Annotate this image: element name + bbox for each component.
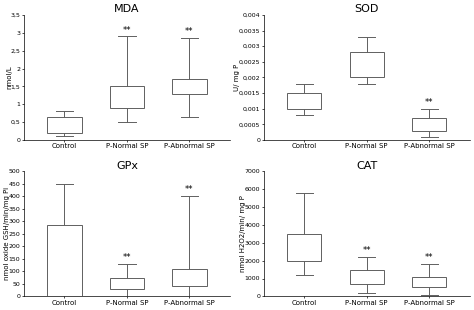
Title: MDA: MDA xyxy=(114,4,140,14)
Y-axis label: nmol oxide GSH/min/mg Pi: nmol oxide GSH/min/mg Pi xyxy=(4,187,10,281)
Bar xyxy=(412,118,447,131)
Text: **: ** xyxy=(123,253,131,262)
Bar xyxy=(287,234,321,261)
Text: **: ** xyxy=(185,27,194,36)
Y-axis label: nmol H2O2/min/ mg P: nmol H2O2/min/ mg P xyxy=(240,195,246,272)
Text: **: ** xyxy=(185,185,194,194)
Text: **: ** xyxy=(123,25,131,34)
Bar xyxy=(109,86,144,108)
Text: **: ** xyxy=(363,246,371,255)
Bar xyxy=(47,225,82,296)
Title: CAT: CAT xyxy=(356,161,377,171)
Bar xyxy=(349,52,384,78)
Bar xyxy=(172,79,207,94)
Text: **: ** xyxy=(425,253,433,262)
Y-axis label: nmol/L: nmol/L xyxy=(6,66,12,89)
Title: GPx: GPx xyxy=(116,161,138,171)
Bar xyxy=(109,278,144,289)
Title: SOD: SOD xyxy=(355,4,379,14)
Text: **: ** xyxy=(425,98,433,107)
Y-axis label: U/ mg P: U/ mg P xyxy=(234,64,240,91)
Bar xyxy=(47,117,82,133)
Bar xyxy=(412,277,447,287)
Bar xyxy=(349,270,384,284)
Bar xyxy=(287,93,321,109)
Bar xyxy=(172,269,207,286)
